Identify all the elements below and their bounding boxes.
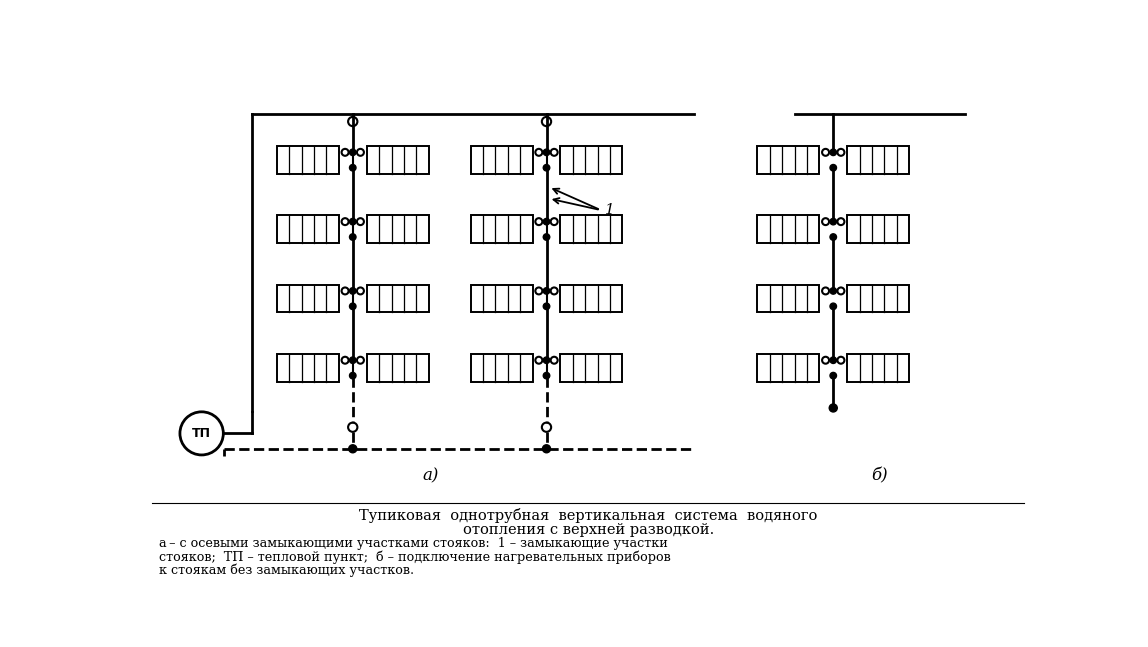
Bar <box>471 354 533 382</box>
Circle shape <box>543 303 550 309</box>
Circle shape <box>543 234 550 240</box>
Text: к стоякам без замыкающих участков.: к стоякам без замыкающих участков. <box>160 564 414 577</box>
Circle shape <box>349 164 356 171</box>
Circle shape <box>543 219 550 225</box>
Circle shape <box>830 219 837 225</box>
Bar <box>847 215 909 243</box>
Circle shape <box>830 303 837 309</box>
Text: отопления с верхней разводкой.: отопления с верхней разводкой. <box>463 523 714 538</box>
Bar <box>758 146 820 174</box>
Bar <box>560 215 622 243</box>
Bar <box>758 215 820 243</box>
Bar <box>277 146 339 174</box>
Circle shape <box>543 444 551 453</box>
Circle shape <box>349 219 356 225</box>
Circle shape <box>349 303 356 309</box>
Circle shape <box>830 373 837 379</box>
Circle shape <box>829 404 837 412</box>
Text: стояков;  ТП – тепловой пункт;  б – подключение нагревательных приборов: стояков; ТП – тепловой пункт; б – подклю… <box>160 551 670 564</box>
Circle shape <box>830 234 837 240</box>
Text: а): а) <box>422 467 439 484</box>
Circle shape <box>543 149 550 155</box>
Circle shape <box>349 444 357 453</box>
Bar <box>277 285 339 313</box>
Bar <box>277 354 339 382</box>
Bar <box>758 354 820 382</box>
Bar <box>758 285 820 313</box>
Circle shape <box>830 357 837 364</box>
Circle shape <box>543 373 550 379</box>
Circle shape <box>349 288 356 294</box>
Bar <box>560 146 622 174</box>
Bar <box>366 215 428 243</box>
Text: а – с осевыми замыкающими участками стояков:  1 – замыкающие участки: а – с осевыми замыкающими участками стоя… <box>160 537 668 551</box>
Text: б): б) <box>871 467 889 484</box>
Circle shape <box>349 373 356 379</box>
Bar <box>366 354 428 382</box>
Bar <box>471 215 533 243</box>
Bar <box>560 354 622 382</box>
Circle shape <box>543 164 550 171</box>
Circle shape <box>349 357 356 364</box>
Circle shape <box>830 164 837 171</box>
Text: ТП: ТП <box>192 427 211 440</box>
Bar <box>847 146 909 174</box>
Bar <box>366 285 428 313</box>
Text: 1: 1 <box>605 203 614 217</box>
Bar <box>847 285 909 313</box>
Bar <box>471 285 533 313</box>
Circle shape <box>830 288 837 294</box>
Bar <box>847 354 909 382</box>
Circle shape <box>349 149 356 155</box>
Text: Тупиковая  однотрубная  вертикальная  система  водяного: Тупиковая однотрубная вертикальная систе… <box>359 508 817 523</box>
Circle shape <box>349 234 356 240</box>
Circle shape <box>830 149 837 155</box>
Bar <box>471 146 533 174</box>
Bar <box>560 285 622 313</box>
Circle shape <box>543 288 550 294</box>
Bar <box>277 215 339 243</box>
Circle shape <box>543 357 550 364</box>
Bar <box>366 146 428 174</box>
